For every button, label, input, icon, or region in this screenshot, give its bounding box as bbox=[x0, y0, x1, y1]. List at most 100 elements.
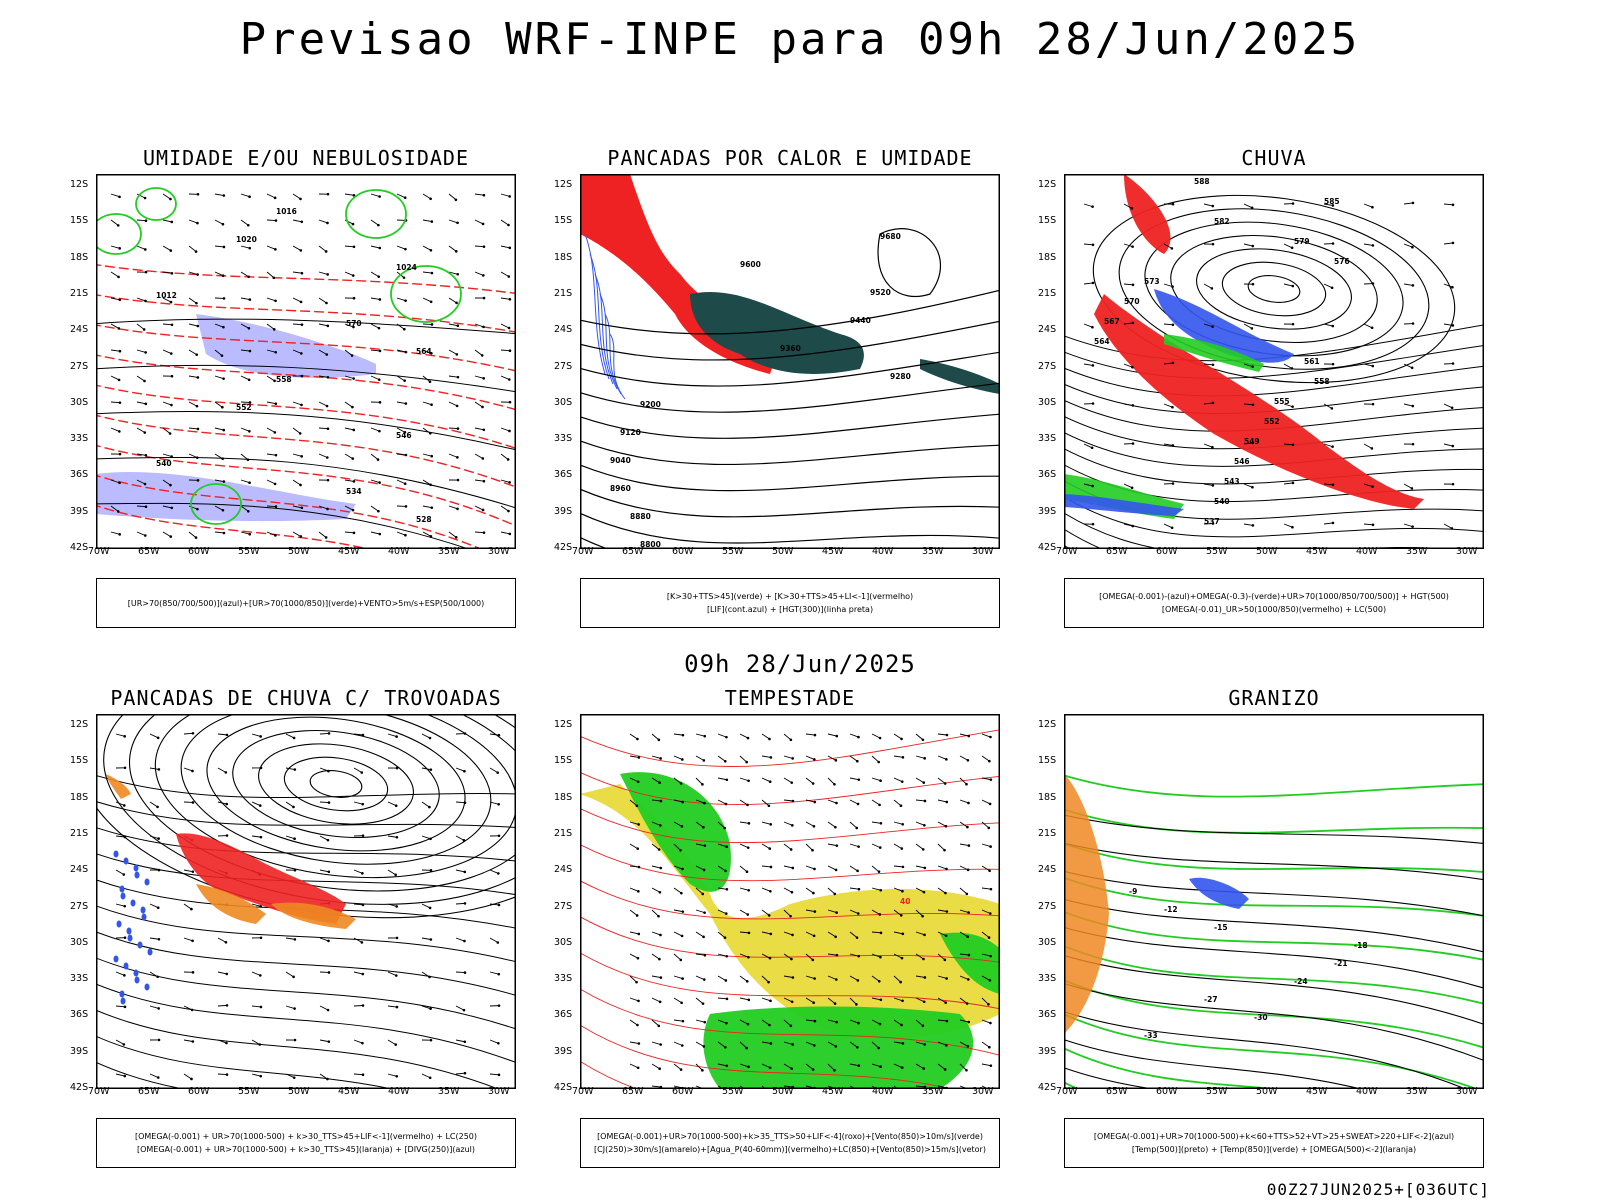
lat-tick-label: 27S bbox=[1038, 360, 1057, 372]
lon-tick-label: 65W bbox=[1106, 546, 1128, 557]
map-panel: UMIDADE E/OU NEBULOSIDADE 1016 1020 1024 101… bbox=[70, 146, 516, 628]
storm-red-area bbox=[176, 833, 346, 924]
map-plot: 588 585 582 579 576 573 570 567 564 561 558 555 552 5… bbox=[1064, 174, 1484, 549]
lon-tick-label: 70W bbox=[572, 546, 594, 557]
lon-tick-label: 45W bbox=[822, 1086, 844, 1097]
contour-label: 570 bbox=[346, 319, 362, 328]
contour-label: 552 bbox=[236, 403, 252, 412]
lon-tick-label: 65W bbox=[1106, 1086, 1128, 1097]
lon-tick-label: 60W bbox=[672, 546, 694, 557]
lat-tick-label: 42S bbox=[1038, 542, 1057, 553]
lat-tick-label: 30S bbox=[1038, 936, 1057, 948]
wind850-green-area bbox=[703, 1006, 974, 1089]
wind-vectors bbox=[110, 192, 512, 539]
lat-tick-label: 12S bbox=[70, 719, 89, 730]
wind-vectors bbox=[629, 733, 993, 1089]
lon-tick-label: 40W bbox=[1356, 546, 1378, 557]
contour-label: 555 bbox=[1274, 397, 1290, 406]
lon-tick-label: 70W bbox=[88, 1086, 110, 1097]
lat-tick-label: 27S bbox=[1038, 900, 1057, 912]
pressure-contours bbox=[96, 318, 516, 549]
lon-tick-label: 55W bbox=[238, 1086, 260, 1097]
rain-green-area bbox=[1164, 334, 1264, 372]
contour-label: 9120 bbox=[620, 428, 641, 437]
lon-tick-label: 45W bbox=[1306, 1086, 1328, 1097]
lat-tick-label: 39S bbox=[1038, 1045, 1057, 1057]
lon-tick-label: 55W bbox=[1206, 1086, 1228, 1097]
humidity-blue-area bbox=[196, 314, 376, 378]
lat-tick-label: 21S bbox=[1038, 827, 1057, 839]
lat-tick-label: 15S bbox=[1038, 755, 1057, 767]
lon-tick-label: 35W bbox=[922, 546, 944, 557]
temp500-contours bbox=[1064, 814, 1484, 1089]
contour-label: -24 bbox=[1294, 977, 1308, 986]
lat-tick-label: 39S bbox=[70, 1045, 89, 1057]
contour-label: 9280 bbox=[890, 372, 911, 381]
lon-tick-label: 40W bbox=[388, 546, 410, 557]
lat-tick-label: 12S bbox=[70, 179, 89, 190]
contour-label: 561 bbox=[1304, 357, 1320, 366]
contour-label: 558 bbox=[276, 375, 292, 384]
lon-tick-label: 50W bbox=[288, 1086, 310, 1097]
map-plot: -9 -12 -15 -18 -21 -24 -27 -30 -33 bbox=[1064, 714, 1484, 1089]
panel-legend: [UR>70(850/700/500)](azul)+[UR>70(1000/8… bbox=[96, 578, 516, 628]
lat-tick-label: 39S bbox=[70, 505, 89, 517]
lat-tick-label: 24S bbox=[1038, 864, 1057, 876]
contour-label: 9200 bbox=[640, 400, 661, 409]
legend-line: [OMEGA(-0.01)_UR>50(1000/850)(vermelho) … bbox=[1161, 605, 1387, 614]
panel-title: TEMPESTADE bbox=[724, 686, 856, 710]
lon-tick-label: 55W bbox=[238, 546, 260, 557]
map-plot: 1016 1020 1024 1012 570 564 558 552 546 540 534 528 bbox=[96, 174, 516, 549]
contour-label: 540 bbox=[156, 459, 172, 468]
contour-label: 585 bbox=[1324, 197, 1340, 206]
lat-tick-label: 36S bbox=[1038, 469, 1057, 481]
lat-tick-label: 24S bbox=[70, 864, 89, 876]
lat-tick-label: 24S bbox=[1038, 324, 1057, 336]
lon-tick-label: 50W bbox=[1256, 1086, 1278, 1097]
contour-label: 9360 bbox=[780, 344, 801, 353]
lon-tick-label: 30W bbox=[1456, 546, 1478, 557]
lat-tick-label: 18S bbox=[554, 791, 573, 803]
map-plot: 40 bbox=[580, 714, 1000, 1089]
contour-label: 537 bbox=[1204, 517, 1220, 526]
lon-tick-label: 55W bbox=[722, 1086, 744, 1097]
lon-tick-label: 40W bbox=[872, 546, 894, 557]
rain-blue-area bbox=[1064, 494, 1184, 516]
lon-tick-label: 60W bbox=[1156, 546, 1178, 557]
contour-label: 582 bbox=[1214, 217, 1230, 226]
lat-tick-label: 12S bbox=[554, 719, 573, 730]
jet-yellow-area bbox=[580, 784, 1000, 1038]
lat-tick-label: 36S bbox=[1038, 1009, 1057, 1021]
lat-tick-label: 15S bbox=[1038, 215, 1057, 227]
panel-legend: [OMEGA(-0.001) + UR>70(1000-500) + k>30_… bbox=[96, 1118, 516, 1168]
panel-legend: [OMEGA(-0.001)+UR>70(1000-500)+k>35_TTS>… bbox=[580, 1118, 1000, 1168]
legend-line: [UR>70(850/700/500)](azul)+[UR>70(1000/8… bbox=[127, 598, 485, 608]
thunderstorm-teal-area bbox=[690, 292, 864, 374]
lat-tick-label: 12S bbox=[1038, 719, 1057, 730]
lat-tick-label: 18S bbox=[70, 791, 89, 803]
lat-tick-label: 33S bbox=[70, 973, 89, 985]
contour-label: 534 bbox=[346, 487, 362, 496]
lon-tick-label: 45W bbox=[1306, 546, 1328, 557]
contour-label: 40 bbox=[900, 897, 910, 906]
lon-tick-label: 30W bbox=[488, 546, 510, 557]
lat-tick-label: 30S bbox=[70, 936, 89, 948]
panel-title: GRANIZO bbox=[1228, 686, 1320, 710]
contour-label: 9600 bbox=[740, 260, 761, 269]
lat-tick-label: 39S bbox=[554, 1045, 573, 1057]
lon-tick-label: 30W bbox=[1456, 1086, 1478, 1097]
lon-tick-label: 50W bbox=[772, 1086, 794, 1097]
contour-label: 576 bbox=[1334, 257, 1350, 266]
contour-label: 546 bbox=[396, 431, 412, 440]
lat-tick-label: 18S bbox=[1038, 791, 1057, 803]
run-label: 00Z27JUN2025+[036UTC] bbox=[1266, 1180, 1490, 1199]
contour-label: -33 bbox=[1144, 1031, 1158, 1040]
omega-orange-area bbox=[1064, 774, 1109, 1034]
lat-tick-label: 21S bbox=[554, 287, 573, 299]
temp850-contours bbox=[1064, 774, 1484, 1089]
lon-tick-label: 30W bbox=[972, 1086, 994, 1097]
contour-label: -21 bbox=[1334, 959, 1348, 968]
contour-label: 573 bbox=[1144, 277, 1160, 286]
contour-label: 543 bbox=[1224, 477, 1240, 486]
contour-label: -15 bbox=[1214, 923, 1228, 932]
